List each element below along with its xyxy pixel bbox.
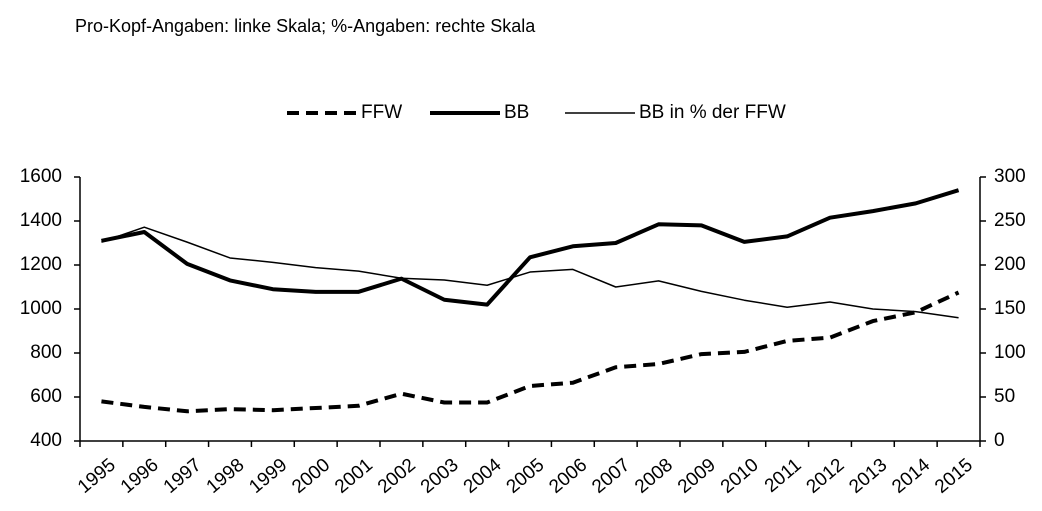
x-tick-label: 2007 (588, 455, 634, 498)
x-tick-label: 2009 (674, 455, 720, 498)
y-tick-label: 1000 (20, 298, 62, 319)
x-tick-label: 2004 (460, 454, 506, 498)
x-tick-label: 2005 (503, 455, 549, 498)
y-tick-label: 400 (30, 430, 62, 451)
x-tick-label: 2012 (803, 455, 849, 498)
series-line (101, 188, 960, 307)
y-tick-label: 1200 (20, 254, 62, 275)
y-tick-label: 1400 (20, 210, 62, 231)
x-tick-label: 2001 (331, 455, 377, 498)
x-tick-label: 2006 (545, 455, 591, 498)
x-tick-label: 2000 (288, 455, 334, 498)
y2-tick-label: 100 (994, 342, 1026, 363)
x-tick-label: 1999 (245, 455, 291, 498)
x-tick-label: 2003 (417, 455, 463, 498)
y2-tick-label: 250 (994, 210, 1026, 231)
legend-label: BB in % der FFW (639, 102, 786, 123)
y2-tick-label: 300 (994, 166, 1026, 187)
y-tick-label: 800 (30, 342, 62, 363)
x-tick-label: 1996 (117, 455, 163, 498)
y-tick-label: 600 (30, 386, 62, 407)
x-tick-label: 2008 (631, 455, 677, 498)
x-tick-label: 1998 (203, 455, 249, 498)
y-tick-label: 1600 (20, 166, 62, 187)
y2-tick-label: 0 (994, 430, 1005, 451)
legend-label: BB (504, 102, 529, 123)
x-tick-label: 2013 (845, 455, 891, 498)
x-tick-label: 2015 (931, 455, 977, 498)
x-tick-label: 2014 (888, 454, 934, 498)
legend-label: FFW (361, 102, 402, 123)
y2-tick-label: 200 (994, 254, 1026, 275)
series-line (101, 290, 960, 414)
x-tick-label: 1997 (160, 455, 206, 498)
x-tick-label: 2011 (761, 455, 806, 497)
x-tick-label: 2010 (717, 455, 763, 498)
x-tick-label: 1995 (74, 455, 120, 498)
y2-tick-label: 150 (994, 298, 1026, 319)
y2-tick-label: 50 (994, 386, 1015, 407)
chart-title: Pro-Kopf-Angaben: linke Skala; %-Angaben… (75, 16, 536, 36)
x-tick-label: 2002 (374, 455, 420, 498)
series-line (101, 226, 959, 319)
